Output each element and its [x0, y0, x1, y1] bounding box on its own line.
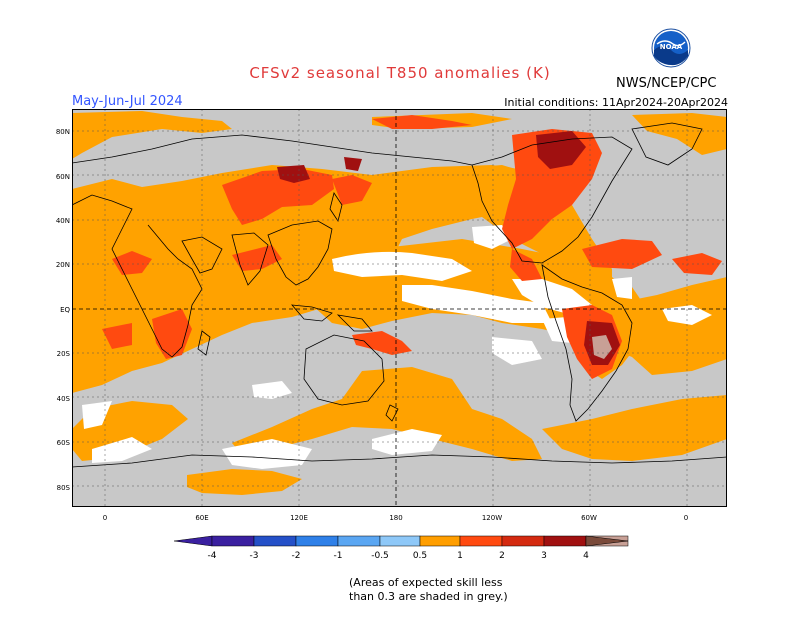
- lat-label-20s: 20S: [56, 350, 70, 358]
- colorbar: -4 -3 -2 -1 -0.5 0.5 1 2 3 4: [173, 535, 629, 561]
- forecast-period: May-Jun-Jul 2024: [72, 94, 183, 109]
- initial-conditions: Initial conditions: 11Apr2024-20Apr2024: [504, 96, 728, 109]
- lat-label-60n: 60N: [55, 173, 70, 181]
- noaa-logo: NOAA: [651, 28, 691, 68]
- colorbar-bin-neg05: [379, 535, 421, 547]
- colorbar-tick-pos2: 2: [499, 551, 505, 561]
- colorbar-arrow-right: [585, 535, 629, 547]
- lat-label-80s: 80S: [56, 484, 70, 492]
- colorbar-tick-pos05: 0.5: [413, 551, 427, 561]
- lat-label-40s: 40S: [56, 395, 70, 403]
- graticule: [72, 109, 727, 507]
- colorbar-bin-neg1: [337, 535, 381, 547]
- colorbar-tick-labels: -4 -3 -2 -1 -0.5 0.5 1 2 3 4: [208, 551, 590, 561]
- chart-title: CFSv2 seasonal T850 anomalies (K): [249, 64, 551, 82]
- colorbar-tick-neg4: -4: [208, 551, 217, 561]
- colorbar-bin-neg2: [295, 535, 339, 547]
- colorbar-bin-pos3: [543, 535, 587, 547]
- lon-label-60w: 60W: [581, 514, 597, 522]
- lat-label-60s: 60S: [56, 439, 70, 447]
- svg-text:NOAA: NOAA: [660, 43, 683, 51]
- colorbar-bin-pos2: [501, 535, 545, 547]
- lat-label-40n: 40N: [55, 217, 70, 225]
- lon-label-180: 180: [389, 514, 403, 522]
- skill-note-line-2: than 0.3 are shaded in grey.): [349, 590, 508, 603]
- map-frame: [72, 109, 727, 507]
- colorbar-tick-neg3: -3: [250, 551, 259, 561]
- colorbar-bin-pos05: [419, 535, 461, 547]
- lat-label-80n: 80N: [55, 128, 70, 136]
- coastlines: [72, 122, 727, 468]
- skill-note: (Areas of expected skill less than 0.3 a…: [349, 576, 508, 604]
- lon-label-0-east: 0: [683, 514, 689, 522]
- lon-label-60e: 60E: [195, 514, 209, 522]
- lat-label-eq: EQ: [60, 306, 70, 314]
- colorbar-bin-pos1: [459, 535, 503, 547]
- colorbar-tick-neg05: -0.5: [371, 551, 389, 561]
- colorbar-tick-neg1: -1: [334, 551, 343, 561]
- colorbar-tick-neg2: -2: [292, 551, 301, 561]
- colorbar-tick-pos4: 4: [583, 551, 589, 561]
- colorbar-tick-pos3: 3: [541, 551, 547, 561]
- colorbar-tick-pos1: 1: [457, 551, 463, 561]
- lon-label-120e: 120E: [290, 514, 308, 522]
- lat-label-20n: 20N: [55, 261, 70, 269]
- colorbar-arrow-left: [173, 535, 213, 547]
- lon-label-120w: 120W: [481, 514, 503, 522]
- agency-label: NWS/NCEP/CPC: [616, 76, 717, 91]
- anomaly-map: [72, 109, 727, 507]
- skill-note-line-1: (Areas of expected skill less: [349, 576, 503, 589]
- colorbar-bin-neg3: [253, 535, 297, 547]
- colorbar-bin-neg4: [211, 535, 255, 547]
- lon-label-0: 0: [102, 514, 108, 522]
